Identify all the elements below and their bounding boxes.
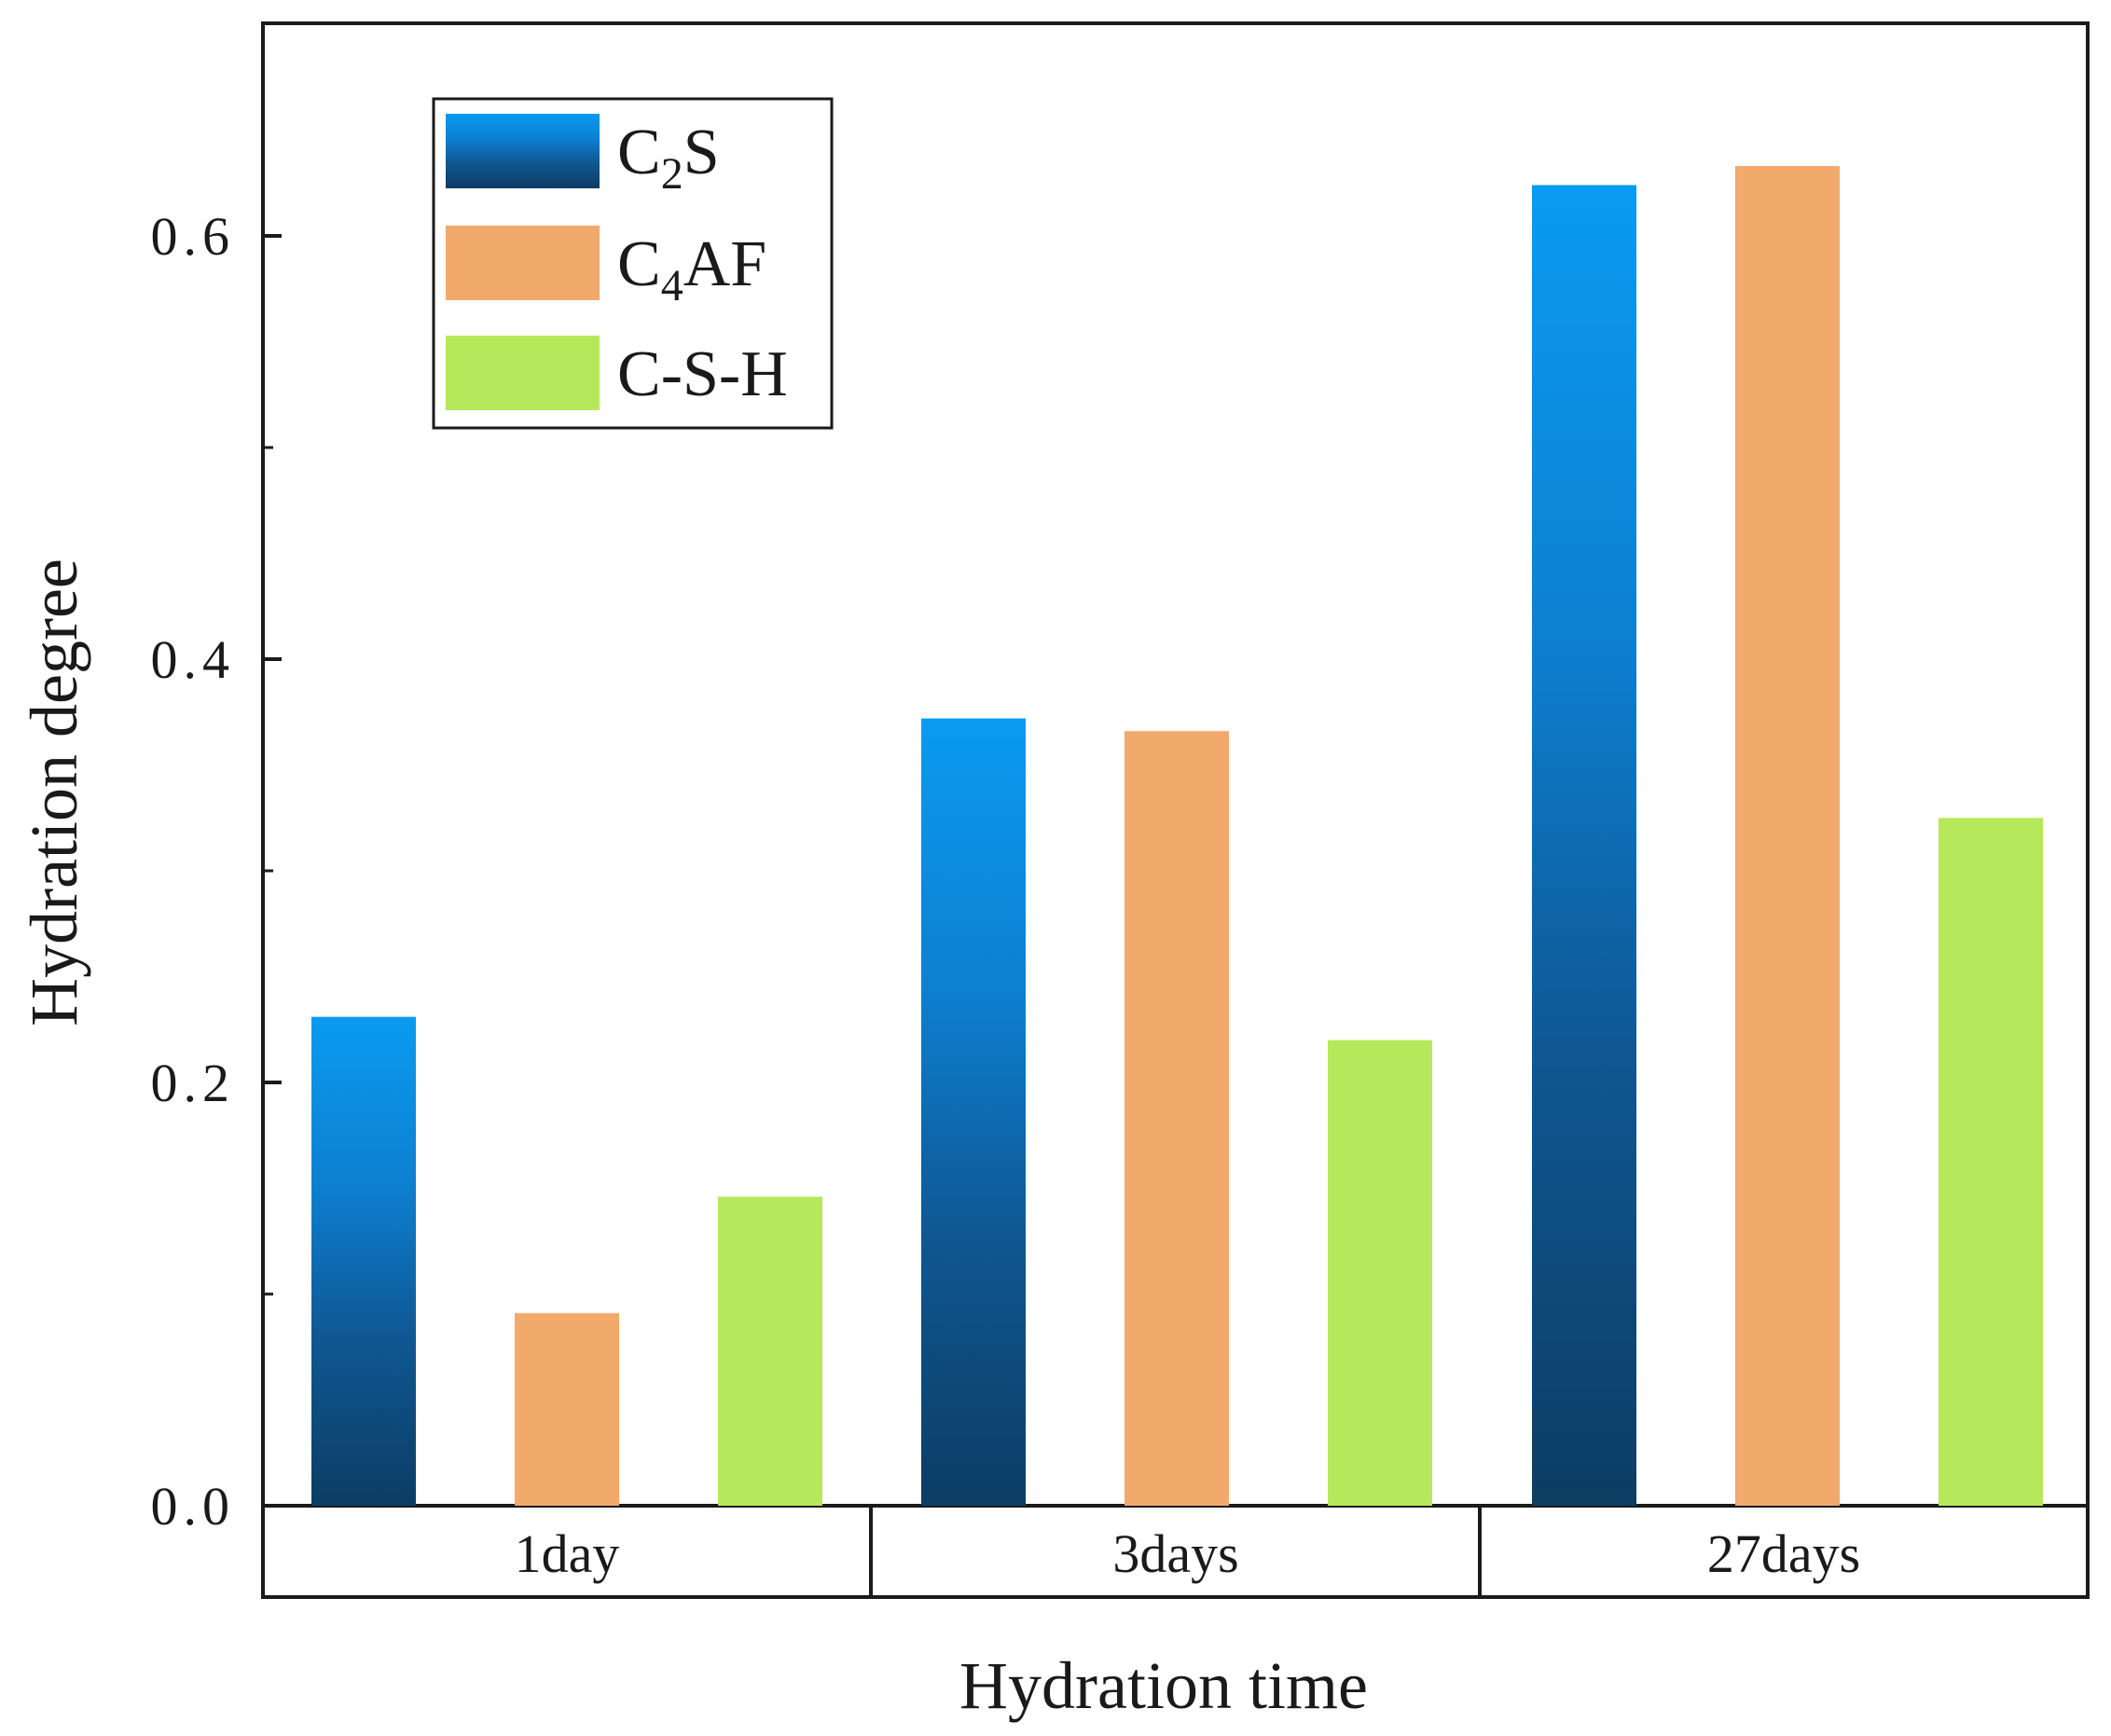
x-axis-title: Hydration time xyxy=(959,1648,1368,1723)
y-tick-label: 0.4 xyxy=(151,629,236,690)
bar-c2s-3days xyxy=(921,718,1026,1506)
legend-label-c2s: C2S xyxy=(617,117,720,199)
x-category-label: 1day xyxy=(515,1523,620,1584)
legend-swatch-c2s xyxy=(446,114,600,188)
bar-c4af-3days xyxy=(1124,731,1229,1506)
bar-c-s-h-27days xyxy=(1939,818,2043,1506)
bar-c-s-h-1day xyxy=(718,1196,822,1506)
legend: C2S C4AF C-S-H xyxy=(432,97,834,430)
x-axis-categories: 1day 3days 27days xyxy=(515,1523,1861,1584)
bar-c2s-27days xyxy=(1532,185,1636,1506)
y-tick-label: 0.2 xyxy=(151,1053,236,1113)
y-tick-label: 0.6 xyxy=(151,206,236,267)
legend-swatch-c4af xyxy=(446,226,600,300)
y-tick-label: 0.0 xyxy=(151,1476,236,1536)
legend-label-c-s-h: C-S-H xyxy=(617,338,788,410)
y-axis-title: Hydration degree xyxy=(17,558,91,1026)
bar-c4af-1day xyxy=(515,1313,619,1506)
bars-group xyxy=(311,166,2043,1507)
y-axis-ticks: 0.0 0.2 0.4 0.6 xyxy=(151,206,282,1536)
legend-swatch-c-s-h xyxy=(446,336,600,410)
bar-c-s-h-3days xyxy=(1328,1040,1432,1506)
x-category-label: 3days xyxy=(1112,1523,1238,1584)
x-category-label: 27days xyxy=(1707,1523,1860,1584)
bar-c2s-1day xyxy=(311,1016,416,1506)
bar-c4af-27days xyxy=(1735,166,1840,1507)
legend-label-c4af: C4AF xyxy=(617,228,766,310)
